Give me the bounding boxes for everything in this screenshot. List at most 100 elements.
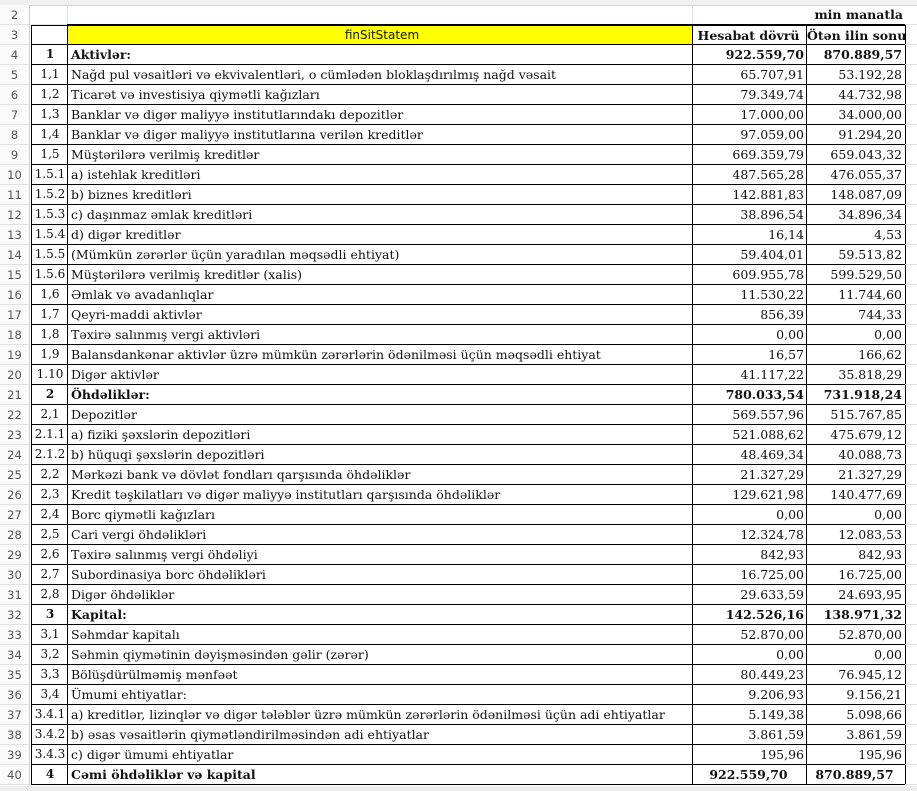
previous-year-value[interactable]: 731.918,24 [806,385,906,405]
current-period-value[interactable]: 41.117,22 [692,365,807,385]
current-period-value[interactable]: 5.149,38 [692,705,807,725]
row-code[interactable]: 3,4 [31,685,68,705]
current-period-value[interactable]: 79.349,74 [692,85,807,105]
current-period-value[interactable]: 17.000,00 [692,105,807,125]
previous-year-value[interactable]: 5.098,66 [806,705,906,725]
row-code[interactable]: 3,3 [31,665,68,685]
row-label[interactable]: a) fiziki şəxslərin depozitləri [67,425,693,445]
current-period-value[interactable]: 142.526,16 [692,605,807,625]
previous-year-value[interactable]: 40.088,73 [806,445,906,465]
previous-year-value[interactable]: 53.192,28 [806,65,906,85]
row-header[interactable]: 24 [0,445,30,465]
row-code[interactable]: 1.5.2 [31,185,68,205]
row-header[interactable]: 7 [0,105,30,125]
current-period-value[interactable]: 856,39 [692,305,807,325]
current-period-value[interactable]: 97.059,00 [692,125,807,145]
row-code[interactable]: 4 [31,765,68,785]
row-label[interactable]: Balansdankənar aktivlər üzrə mümkün zərə… [67,345,693,365]
current-period-value[interactable]: 922.559,70 [692,45,807,65]
row-header[interactable]: 33 [0,625,30,645]
previous-year-value[interactable]: 34.000,00 [806,105,906,125]
row-header[interactable]: 30 [0,565,30,585]
current-period-value[interactable]: 609.955,78 [692,265,807,285]
row-code[interactable]: 1,7 [31,305,68,325]
current-period-value[interactable]: 142.881,83 [692,185,807,205]
current-period-value[interactable]: 29.633,59 [692,585,807,605]
previous-year-value[interactable]: 3.861,59 [806,725,906,745]
previous-year-value[interactable]: 0,00 [806,505,906,525]
previous-year-value[interactable]: 659.043,32 [806,145,906,165]
row-header[interactable]: 4 [0,45,30,65]
row-header[interactable]: 6 [0,85,30,105]
row-code[interactable]: 3.4.2 [31,725,68,745]
current-period-value[interactable]: 195,96 [692,745,807,765]
current-period-value[interactable]: 3.861,59 [692,725,807,745]
previous-year-value[interactable]: 35.818,29 [806,365,906,385]
row-code[interactable]: 1,4 [31,125,68,145]
row-header[interactable]: 40 [0,765,30,785]
row-header[interactable]: 37 [0,705,30,725]
row-header[interactable]: 27 [0,505,30,525]
row-label[interactable]: Qeyri-maddi aktivlər [67,305,693,325]
row-header[interactable]: 32 [0,605,30,625]
row-header[interactable]: 23 [0,425,30,445]
row-label[interactable]: Müştərilərə verilmiş kreditlər [67,145,693,165]
row-label[interactable]: Cəmi öhdəliklər və kapital [67,765,693,785]
table-title[interactable]: finSitStatem [67,25,693,45]
row-header[interactable]: 2 [0,5,30,25]
previous-year-value[interactable]: 52.870,00 [806,625,906,645]
row-code[interactable]: 1,5 [31,145,68,165]
header-code-cell[interactable] [31,25,68,45]
row-header[interactable]: 16 [0,285,30,305]
row-code[interactable]: 3,2 [31,645,68,665]
row-header[interactable]: 22 [0,405,30,425]
row-code[interactable]: 2,6 [31,545,68,565]
header-current-period[interactable]: Hesabat dövrü [692,25,807,45]
current-period-value[interactable]: 38.896,54 [692,205,807,225]
row-code[interactable]: 2,8 [31,585,68,605]
previous-year-value[interactable]: 16.725,00 [806,565,906,585]
previous-year-value[interactable]: 842,93 [806,545,906,565]
row-label[interactable]: Banklar və digər maliyyə institutlarında… [67,105,693,125]
row-label[interactable]: d) digər kreditlər [67,225,693,245]
previous-year-value[interactable]: 11.744,60 [806,285,906,305]
previous-year-value[interactable]: 138.971,32 [806,605,906,625]
current-period-value[interactable]: 12.324,78 [692,525,807,545]
previous-year-value[interactable]: 140.477,69 [806,485,906,505]
current-period-value[interactable]: 0,00 [692,505,807,525]
row-label[interactable]: c) daşınmaz əmlak kreditləri [67,205,693,225]
previous-year-value[interactable]: 59.513,82 [806,245,906,265]
row-header[interactable]: 36 [0,685,30,705]
current-period-value[interactable]: 11.530,22 [692,285,807,305]
row-code[interactable]: 1,8 [31,325,68,345]
row-header[interactable]: 12 [0,205,30,225]
row-header[interactable]: 15 [0,265,30,285]
row-label[interactable]: Subordinasiya borc öhdəlikləri [67,565,693,585]
previous-year-value[interactable]: 91.294,20 [806,125,906,145]
current-period-value[interactable]: 16.725,00 [692,565,807,585]
row-header[interactable]: 39 [0,745,30,765]
row-label[interactable]: Mərkəzi bank və dövlət fondları qarşısın… [67,465,693,485]
row-code[interactable]: 2.1.1 [31,425,68,445]
row-code[interactable]: 2,3 [31,485,68,505]
row-header[interactable]: 13 [0,225,30,245]
previous-year-value[interactable]: 34.896,34 [806,205,906,225]
row-header[interactable]: 11 [0,185,30,205]
current-period-value[interactable]: 842,93 [692,545,807,565]
row-code[interactable]: 2,2 [31,465,68,485]
previous-year-value[interactable]: 12.083,53 [806,525,906,545]
row-code[interactable]: 1,9 [31,345,68,365]
current-period-value[interactable]: 9.206,93 [692,685,807,705]
current-period-value[interactable]: 521.088,62 [692,425,807,445]
row-code[interactable]: 3.4.3 [31,745,68,765]
row-code[interactable]: 1.5.4 [31,225,68,245]
current-period-value[interactable]: 21.327,29 [692,465,807,485]
previous-year-value[interactable]: 166,62 [806,345,906,365]
row-code[interactable]: 2,5 [31,525,68,545]
previous-year-value[interactable]: 21.327,29 [806,465,906,485]
row-header[interactable]: 10 [0,165,30,185]
row-header[interactable]: 31 [0,585,30,605]
row-header[interactable]: 28 [0,525,30,545]
current-period-value[interactable]: 52.870,00 [692,625,807,645]
previous-year-value[interactable]: 870.889,57 [806,765,906,785]
